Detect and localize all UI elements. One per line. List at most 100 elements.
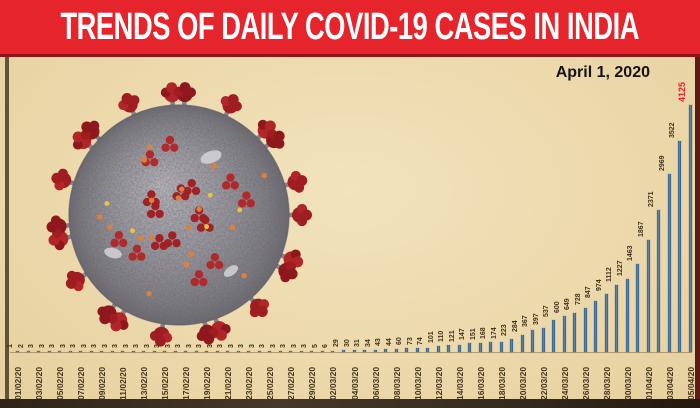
bar-value-label: 397 xyxy=(532,313,540,326)
bar xyxy=(552,319,556,352)
bar-value-label: 3 xyxy=(175,344,183,349)
bar-value-label: 1463 xyxy=(627,245,635,262)
bar xyxy=(341,350,345,352)
bar-value-label: 31 xyxy=(354,339,362,348)
bar-value-label: 974 xyxy=(595,279,603,291)
bar-value-label: 168 xyxy=(480,327,488,339)
x-axis-tick-label: 09/02/20 xyxy=(97,366,108,400)
bar xyxy=(68,351,72,352)
bar-value-label: 3522 xyxy=(669,122,677,139)
bar-value-label: 151 xyxy=(469,328,477,340)
bar xyxy=(405,348,409,352)
bar-value-label: 101 xyxy=(427,331,435,343)
bar xyxy=(689,105,692,352)
bar-value-label: 110 xyxy=(438,331,446,343)
bar-value-label: 6 xyxy=(322,344,330,349)
bar-value-label: 3 xyxy=(154,344,162,349)
bar xyxy=(636,264,640,352)
bar-value-label: 3 xyxy=(280,344,288,349)
bar-value-label: 600 xyxy=(553,301,561,314)
x-axis-tick-label: 15/02/20 xyxy=(160,366,171,400)
bar xyxy=(247,351,251,352)
annotation-date: April 1, 2020 xyxy=(555,64,650,81)
bar xyxy=(468,343,472,352)
bar-value-label: 3 xyxy=(59,344,67,349)
bar-value-label: 43 xyxy=(375,338,383,347)
bar xyxy=(604,293,608,352)
bar xyxy=(426,347,430,352)
bar xyxy=(447,345,451,352)
x-axis-tick-label: 24/03/20 xyxy=(559,366,570,400)
bar xyxy=(394,349,398,352)
bar xyxy=(436,345,440,352)
bar xyxy=(520,335,524,352)
bar-value-label: 223 xyxy=(501,323,509,336)
bar xyxy=(131,351,135,352)
bar xyxy=(541,328,545,352)
x-axis-tick-label: 18/03/20 xyxy=(496,366,507,400)
bar-value-label: 847 xyxy=(585,286,593,299)
x-axis-tick-label: 25/02/20 xyxy=(265,366,276,400)
bar-value-label: 44 xyxy=(385,338,393,347)
bar-value-label: 3 xyxy=(91,344,99,349)
bar-value-label: 3 xyxy=(70,344,78,349)
x-axis-tick-label: 06/03/20 xyxy=(370,366,381,400)
bar xyxy=(657,210,661,352)
bar xyxy=(163,351,167,352)
x-axis-tick-label: 05/02/20 xyxy=(55,366,66,400)
coronavirus-image xyxy=(26,63,336,373)
x-axis-tick-label: 01/02/20 xyxy=(13,366,23,400)
bar-value-label: 284 xyxy=(511,320,519,332)
bar xyxy=(562,316,566,352)
bar xyxy=(58,351,62,352)
bar-value-label: 537 xyxy=(543,305,551,317)
bar xyxy=(457,344,461,352)
bar xyxy=(289,351,293,352)
bar-value-label: 3 xyxy=(301,344,309,349)
bar-value-label: 4125 xyxy=(677,81,687,102)
x-axis-tick-label: 28/03/20 xyxy=(601,366,612,400)
bar-value-label: 3 xyxy=(259,344,267,349)
bar-value-label: 3 xyxy=(28,344,36,349)
bar xyxy=(499,341,503,352)
bar-value-label: 3 xyxy=(133,344,141,349)
x-axis-tick-label: 30/03/20 xyxy=(622,366,633,400)
x-axis-tick-label: 29/02/20 xyxy=(307,366,318,400)
x-axis-tick-label: 05/04/20 xyxy=(686,366,696,400)
x-axis-tick-label: 12/03/20 xyxy=(433,366,444,400)
x-axis-tick-label: 19/02/20 xyxy=(202,366,213,400)
bar-value-label: 2969 xyxy=(658,155,666,172)
bar xyxy=(215,351,219,352)
x-axis-tick-label: 11/02/20 xyxy=(118,367,129,400)
bar-value-label: 3 xyxy=(164,344,172,349)
bar-value-label: 34 xyxy=(364,339,372,347)
bar-value-label: 1112 xyxy=(606,267,614,283)
bar-value-label: 3 xyxy=(38,344,46,349)
panel-frame-right xyxy=(695,57,700,408)
bar-value-label: 60 xyxy=(396,337,404,346)
x-axis-tick-label: 13/02/20 xyxy=(139,366,150,400)
x-axis-line xyxy=(10,352,692,353)
x-axis-tick-label: 23/02/20 xyxy=(244,366,255,400)
bar-value-label: 3 xyxy=(143,344,151,349)
bar xyxy=(79,351,83,352)
bar-value-label: 728 xyxy=(574,293,582,306)
x-axis-tick-label: 26/03/20 xyxy=(580,366,591,400)
bar xyxy=(594,301,598,352)
bar-value-label: 1 xyxy=(7,344,14,349)
bar-value-label: 29 xyxy=(332,339,340,348)
bar xyxy=(16,351,19,352)
bar-value-label: 74 xyxy=(417,336,425,345)
x-axis-tick-label: 16/03/20 xyxy=(475,366,486,400)
bar-value-label: 3 xyxy=(112,344,120,349)
bar xyxy=(531,330,535,352)
bar-value-label: 367 xyxy=(522,315,530,328)
bar-value-label: 3 xyxy=(185,344,193,349)
bar xyxy=(415,347,419,352)
bar-value-label: 1227 xyxy=(616,259,624,276)
bar xyxy=(236,351,240,352)
bar xyxy=(363,350,367,352)
bar xyxy=(310,351,314,352)
bar xyxy=(194,351,198,352)
